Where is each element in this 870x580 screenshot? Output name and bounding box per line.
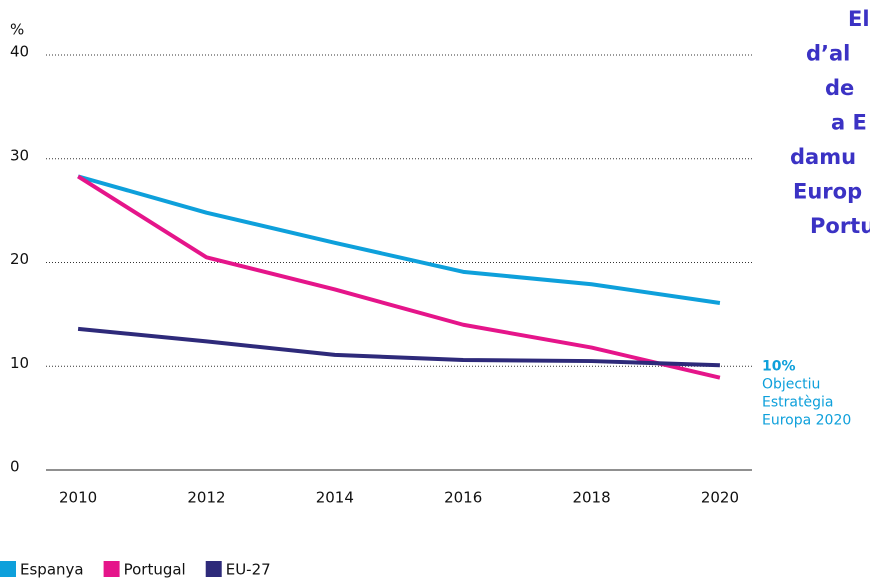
y-tick-label: 20 — [10, 250, 29, 268]
legend-label: Espanya — [20, 561, 84, 579]
legend-label: EU-27 — [226, 561, 271, 579]
x-tick-label: 2016 — [444, 489, 482, 507]
chart-title: damu — [790, 145, 856, 169]
x-tick-label: 2020 — [701, 489, 739, 507]
x-tick-label: 2014 — [316, 489, 354, 507]
chart-title: d’al — [806, 42, 850, 66]
chart-title: Europ — [793, 180, 862, 204]
annotation-text: Objectiu — [762, 376, 820, 392]
x-tick-label: 2012 — [187, 489, 225, 507]
legend-swatch — [103, 561, 120, 577]
series-line — [77, 174, 721, 305]
annotation-text: Estratègia — [762, 394, 833, 410]
chart-title: de — [825, 76, 854, 100]
chart-title: Portu — [810, 214, 870, 238]
y-tick-label: 40 — [10, 43, 29, 61]
legend-swatch — [205, 561, 222, 577]
legend-swatch — [0, 561, 16, 577]
annotation-text: Europa 2020 — [762, 412, 851, 428]
chart-title: a E — [831, 111, 867, 135]
y-tick-label: 0 — [10, 458, 20, 476]
x-tick-label: 2010 — [59, 489, 97, 507]
annotation-value: 10% — [762, 358, 796, 374]
series-line — [77, 326, 720, 368]
y-tick-label: 30 — [10, 146, 29, 164]
y-tick-label: 10 — [10, 354, 29, 372]
x-tick-label: 2018 — [572, 489, 610, 507]
y-axis-label: % — [10, 21, 24, 39]
legend-label: Portugal — [124, 561, 186, 579]
chart-title: El — [848, 7, 870, 31]
series-line — [77, 174, 721, 380]
